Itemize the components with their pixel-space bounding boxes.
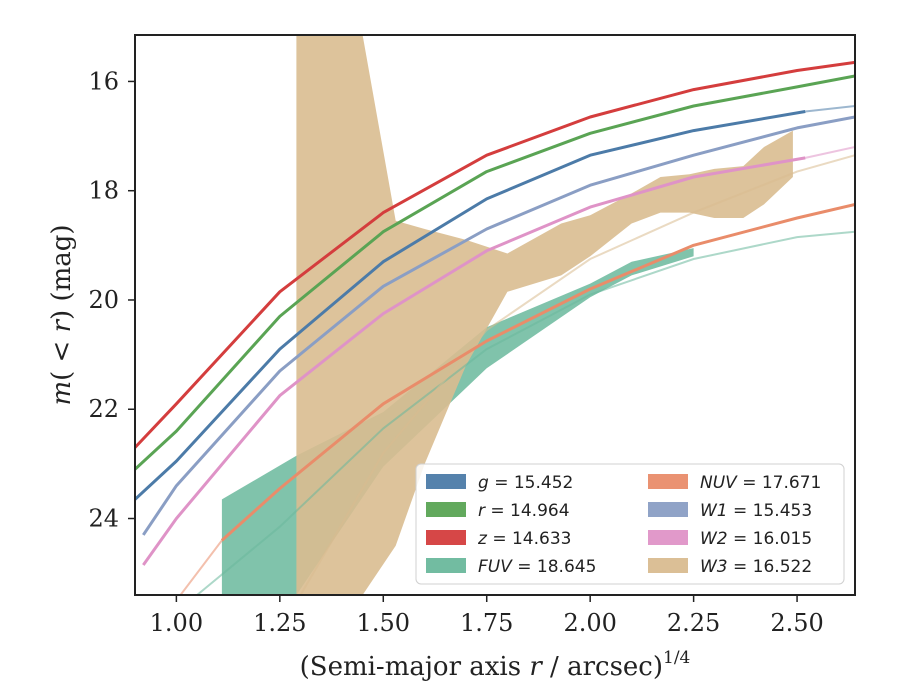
- legend: g = 15.452 r = 14.964 z = 14.633 FUV = 18.6…: [415, 463, 845, 585]
- legend-swatch: [648, 530, 688, 545]
- x-tick-label: 1.75: [460, 609, 513, 637]
- series-line-w2-16-015: [142, 156, 806, 566]
- y-axis-label: m( < r) (mag): [47, 224, 77, 405]
- series-line-z-14-633: [135, 60, 855, 449]
- x-tick-label: 1.50: [357, 609, 410, 637]
- series-line-g-15-452: [135, 110, 806, 501]
- series-extrapolation-w3-16-522: [299, 154, 855, 595]
- legend-swatch: [426, 558, 466, 573]
- legend-label: W3 = 16.522: [700, 557, 812, 577]
- x-axis: 1.00 1.25 1.50 1.75 2.00 2.25 2.50: [150, 595, 824, 637]
- legend-box: [415, 463, 845, 585]
- series-band-w3-16-522: [296, 35, 793, 595]
- legend-label: z = 14.633: [477, 529, 571, 549]
- x-tick-label: 1.25: [253, 609, 306, 637]
- y-axis: 16 18 20 22 24: [88, 67, 135, 533]
- y-tick-label: 20: [88, 286, 119, 314]
- legend-item-r-14-964: r = 14.964: [426, 501, 570, 521]
- y-tick-label: 24: [88, 505, 119, 533]
- legend-label: W1 = 15.453: [700, 501, 812, 521]
- series-extrapolation-fuv-18-645: [196, 230, 855, 595]
- legend-swatch: [648, 558, 688, 573]
- legend-label: r = 14.964: [478, 501, 570, 521]
- x-tick-label: 2.00: [563, 609, 616, 637]
- x-axis-label: (Semi-major axis r / arcsec)1/4: [300, 648, 691, 682]
- legend-item-w2-16-015: W2 = 16.015: [648, 529, 812, 549]
- series-line-nuv-17-671: [220, 202, 855, 542]
- legend-swatch: [648, 474, 688, 489]
- series-extrapolation-nuv-17-671: [179, 539, 223, 595]
- series-extrapolation-g-15-452: [805, 105, 855, 113]
- plot-frame: [134, 34, 856, 596]
- legend-item-w3-16-522: W3 = 16.522: [648, 557, 812, 577]
- legend-swatch: [426, 502, 466, 517]
- legend-label: FUV = 18.645: [478, 557, 596, 577]
- series-extrapolation-w2-16-015: [805, 146, 855, 159]
- legend-item-nuv-17-671: NUV = 17.671: [648, 473, 821, 493]
- legend-label: NUV = 17.671: [700, 473, 821, 493]
- x-tick-label: 1.00: [150, 609, 203, 637]
- legend-swatch: [648, 502, 688, 517]
- x-tick-label: 2.25: [667, 609, 720, 637]
- legend-item-z-14-633: z = 14.633: [426, 529, 571, 549]
- y-tick-label: 18: [88, 177, 119, 205]
- x-tick-label: 2.50: [770, 609, 823, 637]
- plot-area: [135, 35, 855, 595]
- legend-swatch: [426, 474, 466, 489]
- y-tick-label: 16: [88, 67, 119, 95]
- series-line-r-14-964: [135, 74, 855, 471]
- legend-label: W2 = 16.015: [700, 529, 812, 549]
- legend-item-fuv-18-645: FUV = 18.645: [426, 557, 596, 577]
- series-line-w1-15-453: [142, 115, 855, 536]
- legend-item-w1-15-453: W1 = 15.453: [648, 501, 812, 521]
- legend-item-g-15-452: g = 15.452: [426, 473, 573, 493]
- legend-label: g = 15.452: [478, 473, 573, 493]
- legend-swatch: [426, 530, 466, 545]
- y-tick-label: 22: [88, 395, 119, 423]
